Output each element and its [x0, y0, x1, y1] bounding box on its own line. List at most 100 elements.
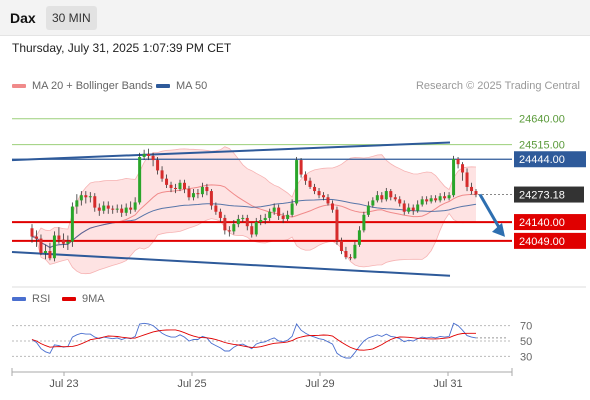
candle: [52, 231, 56, 262]
candle: [209, 189, 213, 210]
candle-body: [241, 217, 245, 219]
candle: [353, 241, 357, 260]
candle-body: [429, 198, 433, 202]
price-level-label: 24049.00: [519, 236, 565, 248]
rsi-tick-label: 30: [520, 351, 532, 363]
rsi-line: [31, 322, 477, 359]
current-price-box: [514, 186, 584, 203]
candle-body: [34, 236, 38, 239]
candle-body: [416, 204, 420, 211]
candle-body: [66, 241, 70, 244]
candle: [290, 199, 294, 217]
candle: [241, 214, 245, 223]
candle-body: [39, 238, 43, 254]
price-level-label: 24140.00: [519, 217, 565, 229]
candle-body: [111, 208, 115, 210]
candle: [70, 202, 74, 247]
legend-swatch-rsi: [12, 297, 26, 302]
candle: [384, 187, 388, 202]
top-bar: Dax 30 MIN: [0, 0, 590, 36]
candle-body: [151, 155, 155, 161]
candle-body: [191, 193, 195, 198]
candle: [133, 197, 137, 212]
legend-swatch-ma20: [12, 84, 26, 89]
candle: [165, 174, 169, 188]
candle: [335, 206, 339, 245]
candle: [245, 214, 249, 231]
candle-body: [97, 207, 101, 211]
price-level-label: 24444.00: [519, 154, 565, 166]
candle-body: [75, 200, 79, 207]
candle-body: [335, 209, 339, 241]
candle: [200, 182, 204, 198]
candle-body: [223, 217, 227, 231]
candle-body: [420, 199, 424, 205]
candle: [452, 155, 456, 198]
candle-body: [474, 191, 478, 195]
legend-swatch-ma50: [156, 84, 170, 89]
candle: [438, 193, 442, 203]
candle: [443, 192, 447, 201]
candle: [263, 213, 267, 225]
candle: [470, 182, 474, 195]
x-tick-label: Jul 29: [305, 378, 334, 390]
candle-body: [465, 172, 469, 187]
candle-body: [70, 206, 74, 242]
legend-ma20-bollinger: MA 20 + Bollinger Bands: [12, 80, 153, 92]
candle-body: [407, 207, 411, 212]
rsi-tick-label: 50: [520, 336, 532, 348]
candle: [93, 193, 97, 212]
price-level-label: 24515.00: [519, 140, 565, 152]
candle-body: [106, 205, 110, 209]
candle-body: [259, 220, 263, 223]
candle: [138, 152, 142, 205]
candle: [254, 217, 258, 237]
candle: [187, 185, 191, 201]
candle: [299, 158, 303, 178]
candle: [205, 183, 209, 196]
candle-body: [281, 215, 285, 219]
legend-label-ma50: MA 50: [176, 80, 208, 92]
ma50-line: [31, 198, 477, 249]
candle: [461, 162, 465, 181]
candle: [380, 192, 384, 203]
candle-body: [79, 195, 83, 201]
candle: [97, 203, 101, 216]
bollinger-band-fill: [32, 146, 476, 274]
candle: [142, 149, 146, 161]
candle-body: [165, 178, 169, 185]
candle: [322, 192, 326, 201]
candle-body: [272, 207, 276, 212]
candle-body: [138, 156, 142, 203]
candle-body: [317, 191, 321, 196]
candle-body: [362, 214, 366, 231]
research-credit: Research © 2025 Trading Central: [415, 80, 580, 92]
candle-body: [304, 174, 308, 181]
candle-body: [393, 197, 397, 200]
candle: [371, 197, 375, 208]
candle-body: [470, 186, 474, 192]
candle: [330, 200, 334, 213]
candle-body: [205, 186, 209, 192]
legend-label-ma20: MA 20 + Bollinger Bands: [32, 80, 153, 92]
candle-body: [129, 207, 133, 210]
candle-body: [461, 164, 465, 173]
timeframe-button[interactable]: 30 MIN: [46, 6, 97, 30]
candle: [281, 212, 285, 224]
candle: [151, 152, 155, 167]
candle-body: [52, 235, 56, 259]
candle-body: [353, 244, 357, 259]
candle-body: [366, 205, 370, 215]
candle: [420, 196, 424, 207]
candle: [160, 166, 164, 182]
candle-body: [326, 197, 330, 204]
candle-body: [214, 205, 218, 212]
candle-body: [339, 240, 343, 251]
legend-9ma: 9MA: [62, 293, 105, 305]
price-level-box: [514, 151, 586, 168]
candle-body: [142, 153, 146, 157]
legend-label-9ma: 9MA: [82, 293, 105, 305]
candle-body: [277, 207, 281, 216]
candle: [277, 204, 281, 220]
